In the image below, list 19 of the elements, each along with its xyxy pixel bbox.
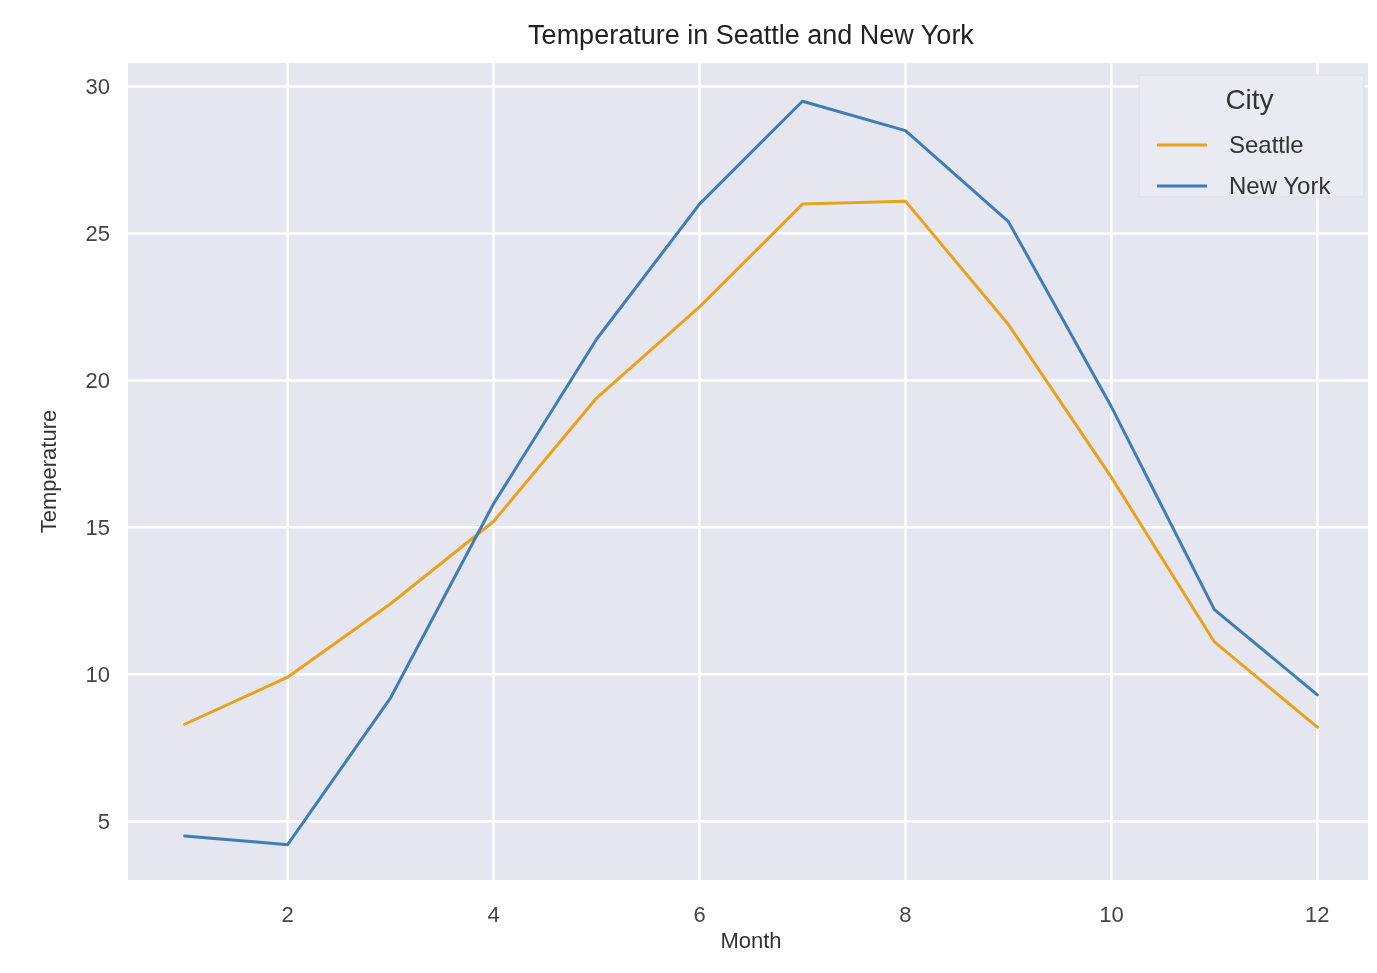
chart-title: Temperature in Seattle and New York: [528, 20, 975, 50]
legend-label: Seattle: [1229, 131, 1304, 159]
x-tick-label: 10: [1099, 902, 1124, 927]
x-tick-label: 8: [899, 902, 912, 927]
x-tick-label: 2: [281, 902, 294, 927]
x-axis-title: Month: [720, 928, 782, 953]
x-tick-label: 4: [487, 902, 500, 927]
y-axis-title: Temperature: [36, 409, 61, 534]
x-tick-label: 12: [1305, 902, 1330, 927]
legend-label: New York: [1229, 172, 1332, 200]
y-tick-label: 25: [85, 221, 110, 247]
x-tick-label: 6: [693, 902, 706, 927]
line-series: [183, 199, 1319, 729]
y-tick-label: 15: [85, 515, 110, 541]
y-tick-label: 10: [85, 661, 110, 687]
y-tick-label: 5: [97, 808, 110, 834]
y-tick-label: 20: [85, 368, 110, 394]
legend-title: City: [1225, 84, 1274, 115]
y-tick-label: 30: [85, 74, 110, 100]
